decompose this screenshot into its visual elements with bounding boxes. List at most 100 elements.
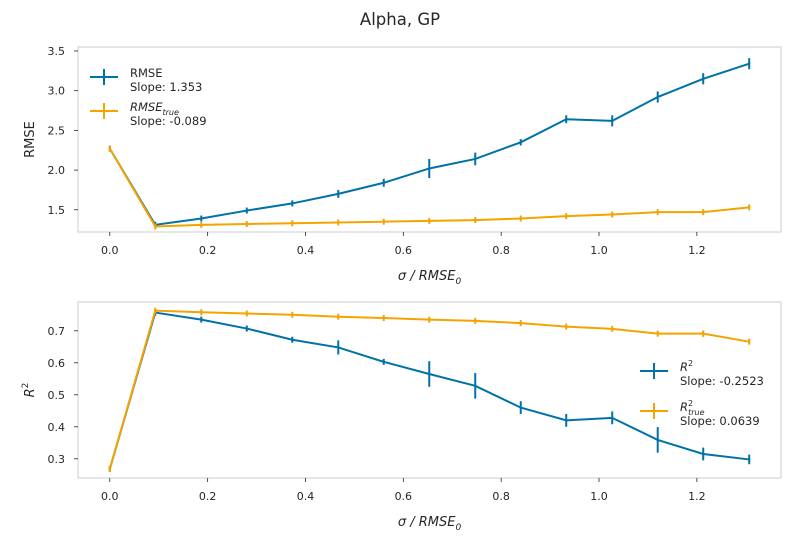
y-tick-label: 2.0 [48, 164, 66, 177]
data-point [565, 325, 568, 328]
data-point [702, 77, 705, 80]
data-point [702, 210, 705, 214]
data-point [428, 318, 431, 321]
data-point [200, 318, 203, 321]
data-point [474, 157, 477, 161]
data-point [337, 315, 340, 318]
data-point [656, 332, 659, 335]
rmse-plot: 0.0 0.2 0.4 0.6 0.8 1.0 1.2 1.5 2.0 2.5 3.0 3.5 σ / … [23, 45, 782, 287]
x-tick-label: 0.2 [199, 490, 217, 503]
data-point [611, 416, 614, 420]
y-tick-label: 0.6 [48, 357, 66, 370]
plot-frame [77, 46, 782, 233]
data-point [245, 312, 248, 315]
y-tick-label: 3.0 [48, 85, 66, 98]
data-point [611, 213, 614, 216]
data-point [382, 316, 385, 320]
y-axis-label: R2 [21, 383, 38, 398]
data-point [108, 467, 111, 471]
series-line [108, 311, 750, 470]
legend-series-name: R2 [680, 359, 693, 374]
y-tick-label: 3.5 [48, 45, 66, 58]
series-0 [108, 309, 751, 473]
data-point [702, 452, 705, 456]
data-point [382, 181, 385, 184]
data-point [565, 118, 568, 121]
x-tick-label: 0.0 [101, 244, 119, 257]
legend-series-name: RMSEtrue [130, 100, 179, 117]
series-line [108, 309, 750, 470]
series-0 [108, 58, 751, 228]
legend-slope-label: Slope: -0.2523 [680, 374, 764, 388]
legend-slope-label: Slope: 0.0639 [680, 414, 760, 428]
data-point [154, 309, 157, 312]
data-point [245, 209, 248, 212]
x-tick-label: 1.0 [590, 244, 608, 257]
y-tick-label: 0.7 [48, 325, 66, 338]
data-point [748, 458, 751, 461]
legend-series-name: R2 true [680, 399, 705, 417]
data-point [519, 217, 522, 220]
y-tick-label: 1.5 [48, 204, 66, 217]
x-tick-label: 0.6 [395, 244, 413, 257]
x-tick-label: 0.4 [297, 244, 315, 257]
data-point [337, 221, 340, 224]
data-point [702, 332, 705, 335]
data-point [245, 222, 248, 226]
data-point [565, 214, 568, 218]
x-axis-label: σ / RMSE0 [398, 515, 462, 533]
figure-title: Alpha, GP [360, 10, 440, 29]
r2-plot: 0.0 0.2 0.4 0.6 0.8 1.0 1.2 0.3 0.4 0.5 0.6 0.7 σ / … [21, 301, 782, 533]
data-point [748, 62, 751, 65]
data-point [245, 327, 248, 330]
data-point [656, 210, 659, 214]
series-1 [108, 145, 751, 230]
data-point [748, 206, 751, 209]
data-point [428, 219, 431, 223]
data-point [519, 141, 522, 144]
x-axis-label: σ / RMSE0 [398, 269, 462, 287]
data-point [474, 319, 477, 323]
y-axis-label: RMSE [23, 121, 38, 158]
data-point [291, 222, 294, 225]
data-point [474, 384, 477, 388]
data-point [337, 346, 340, 349]
data-point [656, 438, 659, 442]
legend-slope-label: Slope: -0.089 [130, 114, 207, 128]
y-tick-label: 0.5 [48, 389, 66, 402]
x-tick-label: 0.0 [101, 490, 119, 503]
data-point [200, 311, 203, 314]
legend-slope-label: Slope: 1.353 [130, 80, 202, 94]
data-point [200, 217, 203, 220]
data-point [611, 119, 614, 123]
data-point [200, 223, 203, 227]
plot-frame [77, 301, 782, 479]
x-tick-label: 1.0 [590, 490, 608, 503]
y-tick-label: 2.5 [48, 124, 66, 137]
data-point [428, 167, 431, 170]
x-tick-label: 0.8 [492, 490, 510, 503]
data-point [748, 340, 751, 343]
data-point [519, 321, 522, 325]
x-tick-label: 0.8 [492, 244, 510, 257]
data-point [382, 220, 385, 223]
data-point [565, 419, 568, 422]
series-line [108, 62, 750, 226]
legend-series-name: RMSE [130, 66, 162, 80]
y-tick-label: 0.4 [48, 421, 66, 434]
x-tick-label: 0.2 [199, 244, 217, 257]
data-point [154, 225, 157, 228]
data-point [428, 372, 431, 376]
data-point [382, 360, 385, 364]
data-point [291, 202, 294, 205]
data-point [108, 147, 111, 150]
x-tick-label: 0.4 [297, 490, 315, 503]
data-point [291, 313, 294, 316]
series-1 [108, 307, 751, 473]
data-point [474, 218, 477, 222]
x-tick-label: 1.2 [688, 490, 706, 503]
x-tick-label: 0.6 [395, 490, 413, 503]
